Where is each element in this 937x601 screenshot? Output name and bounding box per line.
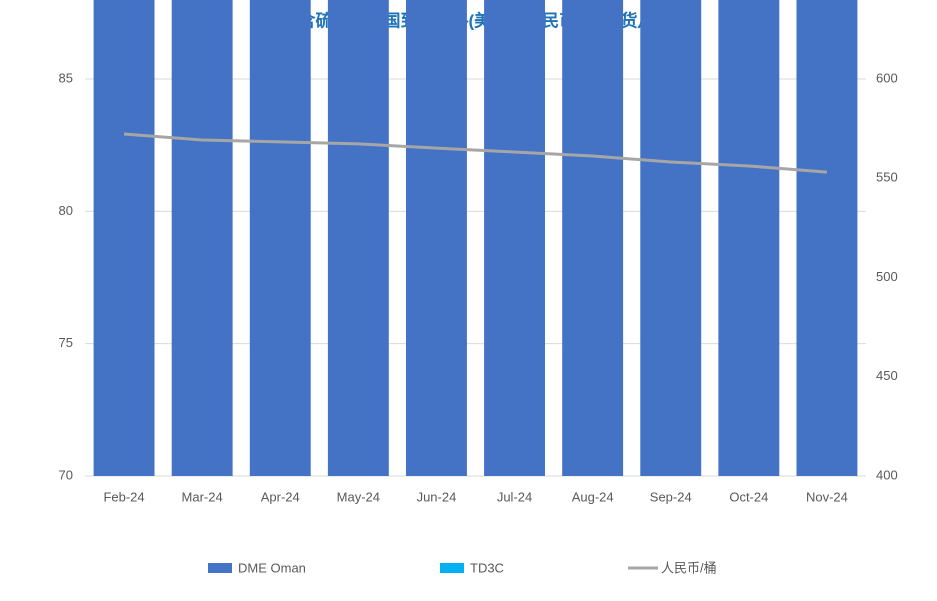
y-tick-label: 80 xyxy=(59,203,73,218)
x-tick-label: Jun-24 xyxy=(417,489,457,504)
y-tick-label: 70 xyxy=(59,467,73,482)
bar xyxy=(562,0,624,476)
bar xyxy=(249,0,311,477)
x-tick-label: Jul-24 xyxy=(497,489,532,504)
y2-tick-label: 550 xyxy=(876,170,898,185)
bar xyxy=(484,0,546,476)
legend-label: TD3C xyxy=(470,560,504,575)
bar xyxy=(796,0,858,476)
x-tick-label: Sep-24 xyxy=(650,489,692,504)
bar xyxy=(640,0,702,476)
bar xyxy=(171,0,233,476)
bar xyxy=(718,0,780,476)
line xyxy=(123,132,828,174)
legend-label: DME Oman xyxy=(238,560,306,575)
legend-label: 人民币/桶 xyxy=(661,560,717,575)
y-tick-label: 75 xyxy=(59,335,73,350)
legend-swatch xyxy=(440,563,464,573)
bar xyxy=(405,0,467,476)
bar xyxy=(93,0,155,476)
x-tick-label: Oct-24 xyxy=(729,489,768,504)
x-tick-label: Apr-24 xyxy=(261,489,300,504)
legend-swatch xyxy=(208,563,232,573)
y2-tick-label: 450 xyxy=(876,368,898,383)
y-tick-label: 85 xyxy=(59,70,73,85)
y2-tick-label: 500 xyxy=(876,269,898,284)
x-tick-label: Feb-24 xyxy=(103,489,144,504)
y2-tick-label: 400 xyxy=(876,467,898,482)
x-tick-label: May-24 xyxy=(337,489,380,504)
y2-tick-label: 600 xyxy=(876,70,898,85)
x-tick-label: Aug-24 xyxy=(572,489,614,504)
x-tick-label: Nov-24 xyxy=(806,489,848,504)
x-tick-label: Mar-24 xyxy=(182,489,223,504)
bar xyxy=(327,0,389,476)
